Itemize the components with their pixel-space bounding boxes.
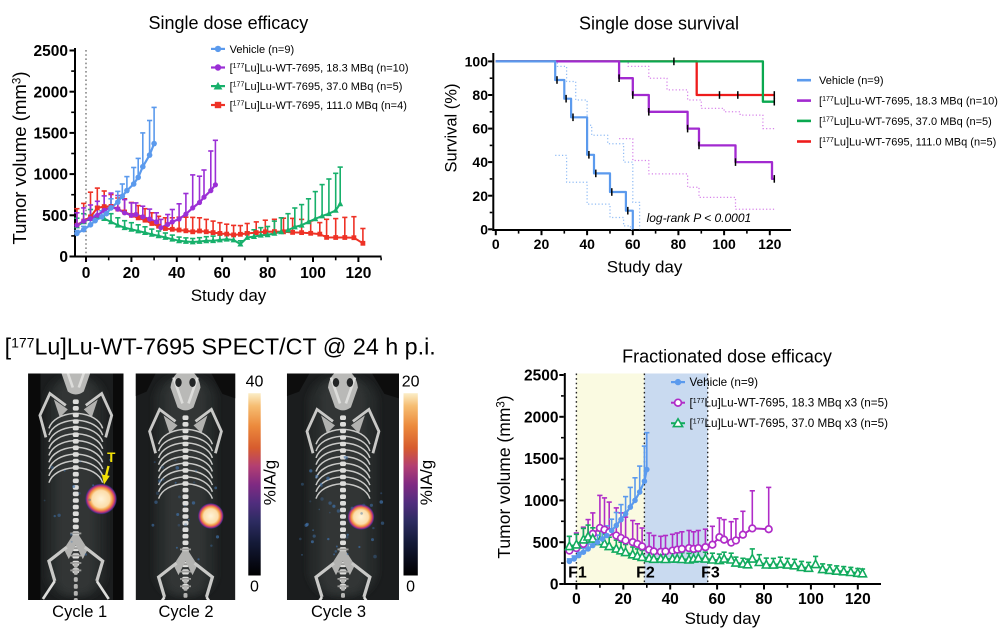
svg-text:%IA/g: %IA/g <box>260 460 279 505</box>
svg-text:40: 40 <box>472 154 488 170</box>
svg-text:60: 60 <box>214 265 231 282</box>
svg-text:Single dose survival: Single dose survival <box>579 14 739 34</box>
svg-text:60: 60 <box>708 591 725 608</box>
svg-text:500: 500 <box>533 535 559 552</box>
svg-text:log-rank P < 0.0001: log-rank P < 0.0001 <box>647 211 752 225</box>
svg-text:0: 0 <box>572 591 581 608</box>
svg-text:0: 0 <box>550 577 559 594</box>
svg-text:20: 20 <box>123 265 140 282</box>
svg-text:Vehicle (n=9): Vehicle (n=9) <box>819 75 884 87</box>
svg-text:F2: F2 <box>636 565 655 582</box>
svg-text:Cycle 1: Cycle 1 <box>52 603 107 621</box>
svg-text:Vehicle (n=9): Vehicle (n=9) <box>230 44 295 56</box>
svg-text:T: T <box>107 450 116 465</box>
svg-text:[177Lu]Lu-WT-7695, 111.0 MBq (: [177Lu]Lu-WT-7695, 111.0 MBq (n=4) <box>230 100 407 112</box>
svg-text:0: 0 <box>406 579 415 596</box>
svg-text:[177Lu]Lu-WT-7695, 18.3 MBq (n: [177Lu]Lu-WT-7695, 18.3 MBq (n=10) <box>819 96 998 108</box>
svg-text:100: 100 <box>798 591 824 608</box>
svg-text:[177Lu]Lu-WT-7695 SPECT/CT @ 2: [177Lu]Lu-WT-7695 SPECT/CT @ 24 h p.i. <box>5 334 436 360</box>
svg-text:Vehicle (n=9): Vehicle (n=9) <box>690 376 759 389</box>
svg-text:80: 80 <box>671 236 687 252</box>
svg-text:F3: F3 <box>701 565 720 582</box>
svg-text:Single dose efficacy: Single dose efficacy <box>149 13 309 33</box>
svg-text:2000: 2000 <box>524 409 558 426</box>
svg-text:0: 0 <box>59 249 68 266</box>
svg-text:120: 120 <box>845 591 871 608</box>
svg-text:0: 0 <box>250 579 259 596</box>
svg-text:80: 80 <box>755 591 772 608</box>
svg-text:2500: 2500 <box>34 43 68 60</box>
svg-text:20: 20 <box>402 374 420 391</box>
svg-text:1000: 1000 <box>34 167 68 184</box>
svg-text:20: 20 <box>534 236 550 252</box>
svg-text:80: 80 <box>259 265 276 282</box>
svg-text:Survival (%): Survival (%) <box>443 84 461 173</box>
svg-text:Study day: Study day <box>607 258 683 277</box>
svg-text:500: 500 <box>42 208 68 225</box>
svg-text:100: 100 <box>712 236 736 252</box>
svg-text:[177Lu]Lu-WT-7695, 18.3 MBq x3: [177Lu]Lu-WT-7695, 18.3 MBq x3 (n=5) <box>690 397 889 410</box>
svg-text:[177Lu]Lu-WT-7695, 18.3 MBq (n: [177Lu]Lu-WT-7695, 18.3 MBq (n=10) <box>230 62 409 74</box>
svg-text:20: 20 <box>472 188 488 204</box>
svg-text:Cycle 2: Cycle 2 <box>158 603 213 621</box>
svg-text:1500: 1500 <box>524 451 558 468</box>
svg-text:2500: 2500 <box>524 368 558 385</box>
svg-text:0: 0 <box>492 236 500 252</box>
svg-text:[177Lu]Lu-WT-7695, 37.0 MBq x3: [177Lu]Lu-WT-7695, 37.0 MBq x3 (n=5) <box>690 417 889 430</box>
svg-text:Fractionated dose efficacy: Fractionated dose efficacy <box>622 347 832 367</box>
svg-text:Tumor volume (mm3): Tumor volume (mm3) <box>9 71 30 244</box>
svg-text:60: 60 <box>472 121 488 137</box>
svg-text:40: 40 <box>246 374 264 391</box>
svg-text:120: 120 <box>345 265 371 282</box>
svg-text:F1: F1 <box>568 565 587 582</box>
svg-text:100: 100 <box>300 265 326 282</box>
svg-text:0: 0 <box>82 265 91 282</box>
svg-text:40: 40 <box>662 591 679 608</box>
svg-text:%IA/g: %IA/g <box>417 460 436 505</box>
svg-text:[177Lu]Lu-WT-7695, 37.0 MBq (n: [177Lu]Lu-WT-7695, 37.0 MBq (n=5) <box>819 116 992 128</box>
svg-text:[177Lu]Lu-WT-7695, 37.0 MBq (n: [177Lu]Lu-WT-7695, 37.0 MBq (n=5) <box>230 81 403 93</box>
svg-text:Study day: Study day <box>191 286 267 305</box>
svg-text:1500: 1500 <box>34 125 68 142</box>
svg-text:40: 40 <box>579 236 595 252</box>
svg-text:2000: 2000 <box>34 84 68 101</box>
svg-text:20: 20 <box>615 591 632 608</box>
svg-text:40: 40 <box>168 265 185 282</box>
svg-text:100: 100 <box>465 53 489 69</box>
svg-text:0: 0 <box>480 221 488 237</box>
svg-text:1000: 1000 <box>524 493 558 510</box>
svg-text:Tumor volume (mm3): Tumor volume (mm3) <box>494 395 514 558</box>
svg-text:60: 60 <box>625 236 641 252</box>
svg-text:Study day: Study day <box>685 609 761 628</box>
svg-text:80: 80 <box>472 87 488 103</box>
svg-text:120: 120 <box>758 236 782 252</box>
svg-text:[177Lu]Lu-WT-7695, 111.0 MBq (: [177Lu]Lu-WT-7695, 111.0 MBq (n=5) <box>819 136 996 148</box>
svg-text:Cycle 3: Cycle 3 <box>311 603 366 621</box>
